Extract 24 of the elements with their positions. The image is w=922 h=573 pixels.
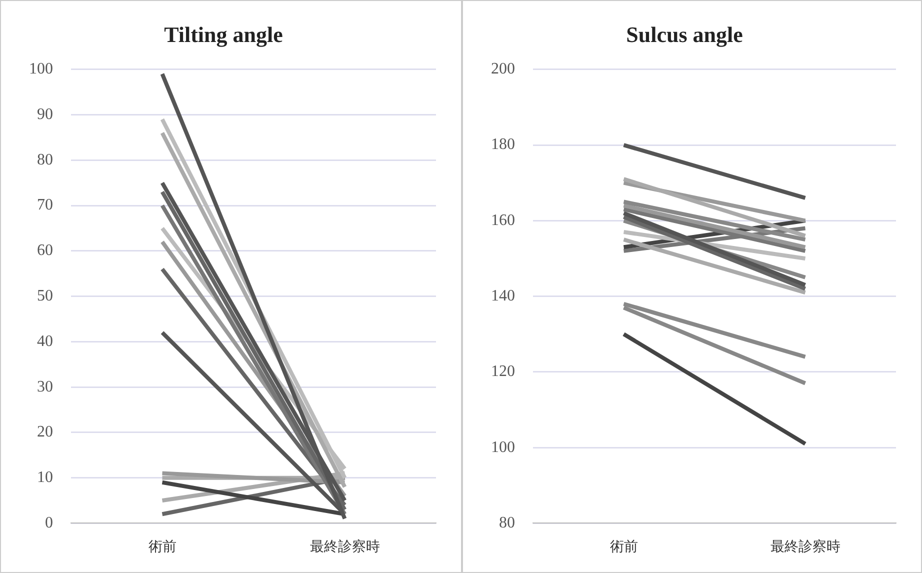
y-tick-label: 80	[499, 514, 515, 532]
y-tick-label: 0	[45, 514, 53, 532]
y-tick-label: 100	[29, 60, 53, 78]
x-tick-label: 術前	[148, 539, 176, 556]
chart-title: Tilting angle	[164, 22, 284, 47]
y-tick-label: 140	[491, 288, 515, 305]
y-tick-label: 90	[37, 106, 53, 123]
y-tick-label: 20	[37, 424, 53, 441]
y-tick-label: 30	[37, 378, 53, 396]
y-tick-label: 100	[491, 438, 515, 456]
y-tick-label: 50	[37, 288, 53, 305]
x-tick-label: 最終診察時	[310, 539, 380, 556]
x-tick-label: 最終診察時	[770, 539, 840, 556]
y-tick-label: 70	[37, 196, 53, 214]
y-tick-label: 40	[37, 332, 53, 350]
y-tick-label: 160	[491, 212, 515, 229]
y-tick-label: 10	[37, 469, 53, 486]
y-tick-label: 60	[37, 242, 53, 260]
y-tick-label: 200	[491, 60, 515, 78]
chart-title: Sulcus angle	[626, 22, 744, 47]
y-tick-label: 120	[491, 363, 515, 380]
y-tick-label: 180	[491, 136, 515, 154]
y-tick-label: 80	[37, 151, 53, 168]
x-tick-label: 術前	[610, 539, 638, 556]
